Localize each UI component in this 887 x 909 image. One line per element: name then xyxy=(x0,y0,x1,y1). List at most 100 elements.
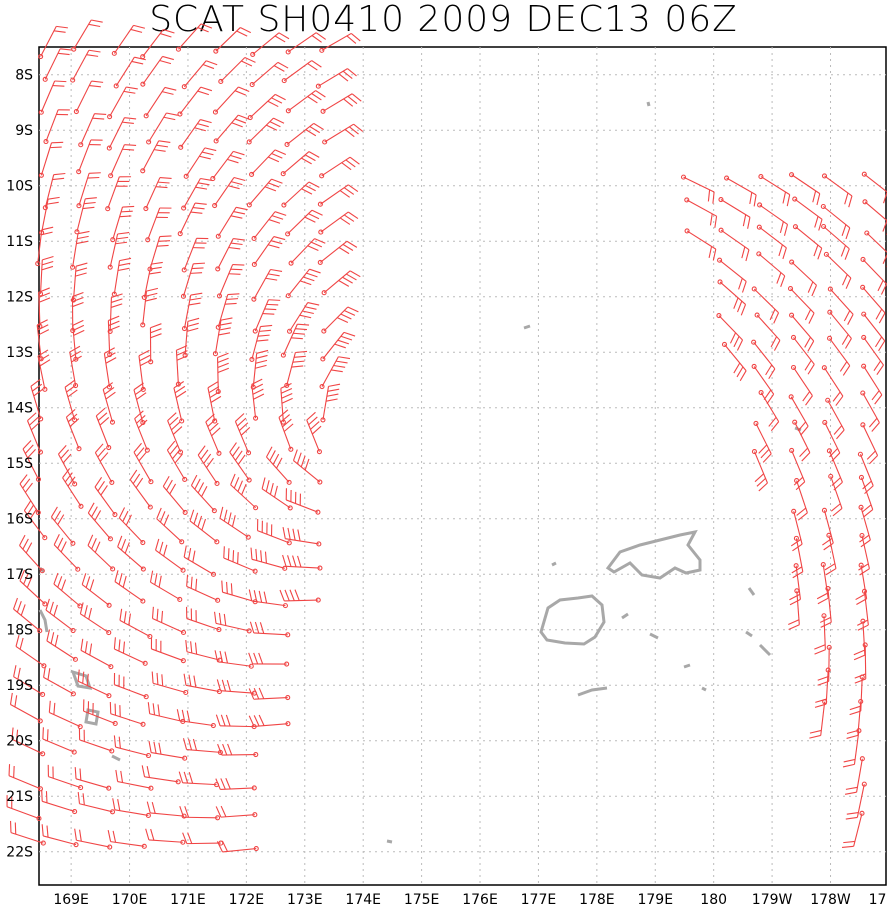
wind-barb xyxy=(155,538,186,573)
wind-barb xyxy=(787,286,815,324)
wind-barb xyxy=(176,709,216,729)
wind-barb xyxy=(216,679,257,696)
wind-barb xyxy=(175,23,213,52)
wind-barb xyxy=(248,652,290,667)
lat-label: 22S xyxy=(6,845,33,861)
wind-barb xyxy=(758,389,780,432)
wind-barb xyxy=(94,443,115,485)
wind-barb xyxy=(133,442,154,485)
wind-barb xyxy=(756,224,787,260)
wind-barb xyxy=(113,637,148,666)
wind-barb xyxy=(292,449,323,485)
lon-label: 176E xyxy=(462,892,498,908)
wind-barb xyxy=(64,379,78,423)
wind-barb xyxy=(842,728,862,768)
wind-barb xyxy=(756,251,786,288)
wind-barb xyxy=(265,446,292,485)
wind-barb xyxy=(250,547,288,571)
rotuma-island xyxy=(523,324,531,330)
wind-barb xyxy=(861,311,886,352)
wind-barb xyxy=(181,177,213,211)
wind-barb xyxy=(119,608,153,640)
wind-barb xyxy=(48,700,83,730)
wind-barb xyxy=(212,86,250,115)
wind-barb xyxy=(178,771,220,788)
wind-barb xyxy=(36,319,50,362)
wind-barb xyxy=(248,687,291,701)
wind-barb xyxy=(857,451,874,495)
wind-barb xyxy=(111,257,132,297)
wind-barb xyxy=(78,113,107,148)
wind-barb xyxy=(42,727,77,755)
wind-barb xyxy=(30,378,44,422)
wind-barb xyxy=(285,32,327,55)
wind-barb xyxy=(249,61,289,88)
wind-barb xyxy=(724,175,757,207)
wind-barb xyxy=(320,93,362,114)
wind-barb xyxy=(285,488,321,515)
wind-barb xyxy=(229,442,252,483)
wind-barb xyxy=(207,381,222,424)
wind-barb xyxy=(280,323,310,358)
islet-11 xyxy=(758,643,772,657)
erromango-island xyxy=(84,708,100,726)
wind-barb xyxy=(213,611,252,634)
wind-barb xyxy=(151,671,189,696)
wind-barb xyxy=(213,114,250,144)
wind-barb xyxy=(862,199,887,235)
wind-barb xyxy=(315,68,357,89)
wind-barb xyxy=(789,172,821,206)
wind-barb xyxy=(758,174,791,207)
wind-barb xyxy=(77,669,112,699)
wind-barb xyxy=(217,743,259,758)
wind-barb xyxy=(37,255,54,297)
wind-barb xyxy=(182,317,200,358)
wind-barb xyxy=(223,546,258,574)
wind-barb xyxy=(13,597,43,634)
wind-barb xyxy=(41,789,78,815)
wind-barb xyxy=(282,554,323,571)
wind-barb xyxy=(282,527,322,547)
wind-barb xyxy=(864,230,887,268)
wind-barb xyxy=(107,86,138,120)
wind-barb xyxy=(825,397,845,440)
wind-barb xyxy=(216,840,259,853)
wind-barb xyxy=(111,24,146,56)
wind-barb xyxy=(145,207,172,243)
map-title: SCAT SH0410 2009 DEC13 06Z xyxy=(149,0,738,40)
wind-barb xyxy=(788,588,800,631)
wind-barb xyxy=(15,634,47,669)
lon-label: 177W xyxy=(869,892,887,908)
lat-label: 13S xyxy=(6,345,33,361)
lat-label: 19S xyxy=(6,678,33,694)
wind-barb xyxy=(718,227,750,262)
wind-barb xyxy=(106,117,137,151)
lat-label: 15S xyxy=(6,456,33,472)
wind-barb xyxy=(69,345,82,389)
islet-1 xyxy=(646,101,651,107)
islet-3 xyxy=(621,612,629,620)
wind-barb xyxy=(9,820,46,846)
wind-barb xyxy=(246,117,285,145)
wind-barb xyxy=(288,238,326,266)
wind-barb xyxy=(113,735,152,759)
wind-barb xyxy=(118,507,146,546)
wind-barb xyxy=(22,440,42,482)
wind-barb xyxy=(816,561,829,605)
wind-barb xyxy=(215,238,245,272)
axis-labels: 8S 9S 10S 11S 12S 13S 14S 15S 16S 17S 18S 19S 20S 21S… xyxy=(6,68,887,908)
wind-barb xyxy=(789,563,801,606)
wind-barb xyxy=(87,502,113,542)
wind-barb xyxy=(140,287,158,328)
lon-label: 178E xyxy=(579,892,615,908)
wind-barb xyxy=(788,394,809,436)
wind-barb xyxy=(183,147,217,179)
wind-barb xyxy=(190,474,217,514)
wind-barb xyxy=(230,473,259,511)
viti-levu-island xyxy=(539,594,606,646)
grid-lines xyxy=(39,47,886,885)
wind-barb xyxy=(117,535,146,572)
islet-7 xyxy=(745,630,753,638)
wind-barb xyxy=(790,508,803,552)
